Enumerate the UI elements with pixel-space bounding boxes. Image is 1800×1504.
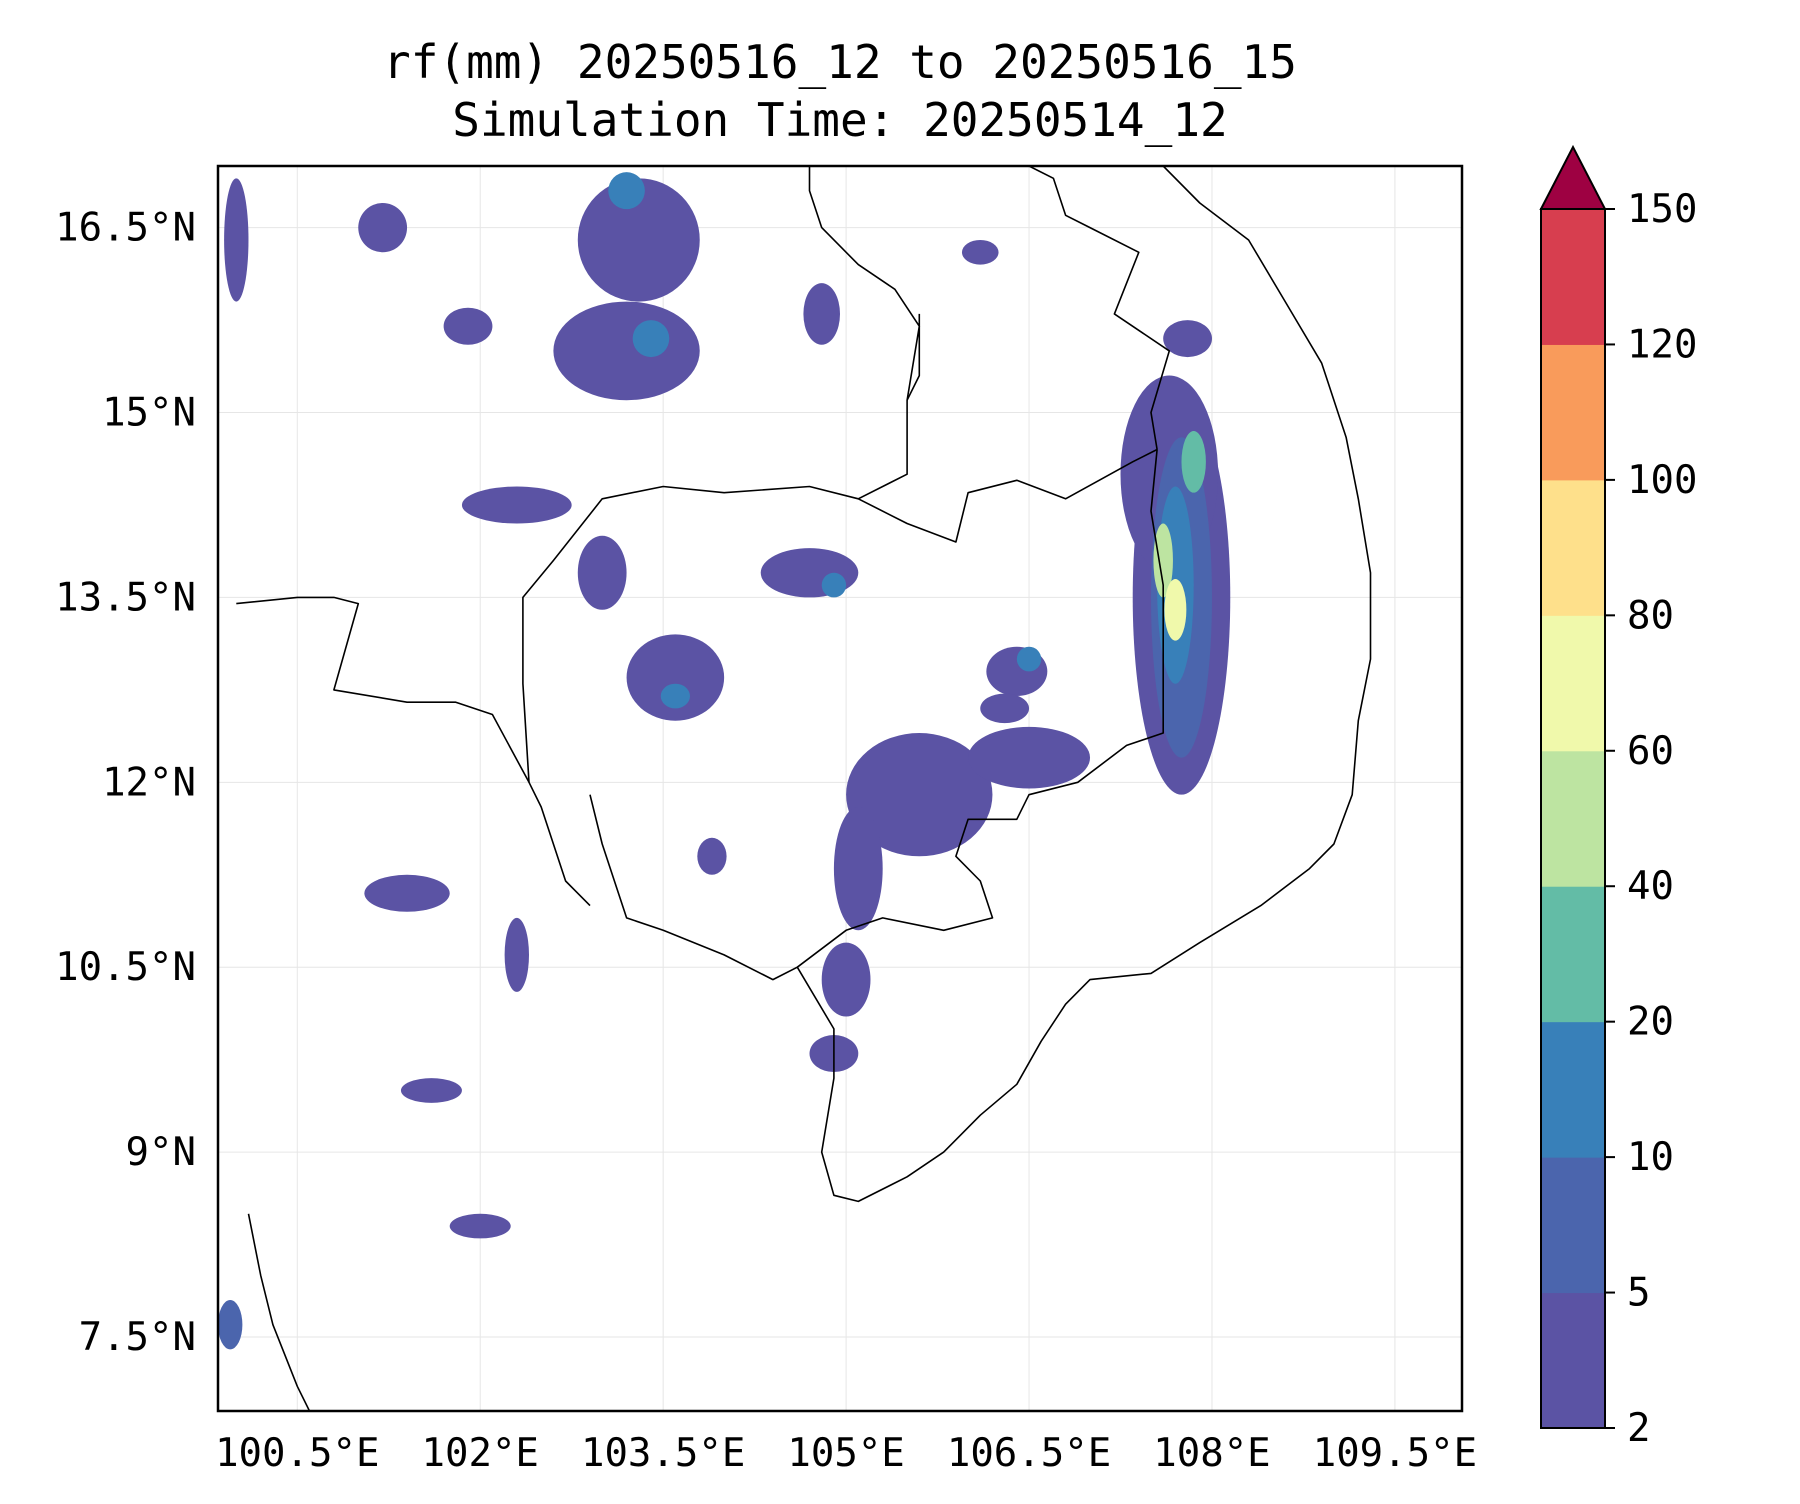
colorbar-segment xyxy=(1541,615,1605,752)
rain-area xyxy=(660,683,690,709)
title-line-2: Simulation Time: 20250514_12 xyxy=(452,93,1227,147)
rain-area xyxy=(968,726,1091,789)
colorbar-tick-label: 100 xyxy=(1627,458,1697,503)
colorbar-segment xyxy=(1541,750,1605,887)
colorbar-tick-label: 20 xyxy=(1627,1000,1674,1045)
colorbar: 2 5 10 20 40 60 80 100 120 150 xyxy=(1539,144,1697,1451)
rain-area xyxy=(577,535,627,610)
rain-area xyxy=(358,202,408,253)
colorbar-tick-label: 40 xyxy=(1627,864,1674,909)
x-tick-label: 105°E xyxy=(787,1431,904,1476)
colorbar-tick-label: 150 xyxy=(1627,187,1697,232)
rain-area xyxy=(1153,523,1173,598)
colorbar-segment xyxy=(1541,479,1605,616)
longitude-ticks: 100.5°E 102°E 103.5°E 105°E 106.5°E 108°E 109.… xyxy=(215,1431,1477,1476)
colorbar-tick-label: 120 xyxy=(1627,322,1697,367)
rain-area xyxy=(224,178,249,302)
rain-area xyxy=(577,178,700,302)
colorbar-segment xyxy=(1541,1292,1605,1429)
rain-area xyxy=(608,172,645,210)
rain-area xyxy=(980,693,1030,724)
border-line xyxy=(796,449,1164,968)
rain-area xyxy=(1181,431,1206,493)
rain-area xyxy=(1164,578,1187,641)
colorbar-tick-label: 5 xyxy=(1627,1271,1650,1316)
colorbar-segment xyxy=(1541,209,1605,345)
colorbar-segment xyxy=(1541,886,1605,1023)
colorbar-segment xyxy=(1541,1157,1605,1294)
rain-area xyxy=(833,806,883,931)
rain-area xyxy=(626,634,725,721)
colorbar-extend-arrow xyxy=(1539,144,1607,210)
x-tick-label: 102°E xyxy=(422,1431,539,1476)
rain-area xyxy=(821,572,847,598)
border-line xyxy=(808,166,921,500)
y-tick-label: 15°N xyxy=(102,391,196,436)
rain-area xyxy=(1163,320,1212,358)
map-background xyxy=(218,166,1462,1411)
rain-area xyxy=(697,837,727,875)
title-line-1: rf(mm) 20250516_12 to 20250516_15 xyxy=(383,35,1297,89)
x-tick-label: 109.5°E xyxy=(1313,1431,1477,1476)
latitude-ticks: 16.5°N 15°N 13.5°N 12°N 10.5°N 9°N 7.5°N xyxy=(55,206,196,1360)
border-line xyxy=(589,166,1372,1203)
y-tick-label: 13.5°N xyxy=(55,575,196,620)
y-tick-label: 7.5°N xyxy=(79,1315,196,1360)
border-line xyxy=(1028,166,1171,450)
rain-area xyxy=(803,283,840,345)
rainfall-layer xyxy=(218,172,1231,1350)
border-line xyxy=(906,313,921,401)
colorbar-frame xyxy=(1540,208,1606,1429)
x-tick-label: 100.5°E xyxy=(215,1431,379,1476)
rain-area xyxy=(443,307,493,345)
rain-area xyxy=(218,1300,243,1350)
colorbar-tick-label: 80 xyxy=(1627,593,1674,638)
border-line xyxy=(522,448,1158,783)
rain-area xyxy=(846,733,993,857)
rain-area xyxy=(961,239,999,265)
colorbar-tick-label: 10 xyxy=(1627,1135,1674,1180)
colorbar-tick-label: 60 xyxy=(1627,729,1674,774)
map-frame xyxy=(216,164,1464,1413)
border-line xyxy=(236,596,591,907)
colorbar-segment xyxy=(1541,344,1605,481)
rain-area xyxy=(400,1078,462,1103)
gridlines xyxy=(218,166,1462,1411)
y-tick-label: 10.5°N xyxy=(55,945,196,990)
rain-area xyxy=(1016,646,1042,672)
rain-area xyxy=(364,874,450,912)
x-tick-label: 106.5°E xyxy=(947,1431,1111,1476)
x-tick-label: 108°E xyxy=(1153,1431,1270,1476)
map-panel: 100.5°E 102°E 103.5°E 105°E 106.5°E 108°E 109.… xyxy=(55,164,1477,1476)
rain-area xyxy=(504,917,529,992)
border-line xyxy=(247,1213,311,1411)
rain-area xyxy=(461,486,572,524)
colorbar-tick-label: 2 xyxy=(1627,1406,1650,1451)
rain-area xyxy=(449,1213,511,1239)
rain-area xyxy=(553,301,700,401)
y-tick-label: 16.5°N xyxy=(55,206,196,251)
y-tick-label: 9°N xyxy=(126,1130,196,1175)
coastlines-and-borders xyxy=(236,166,1372,1411)
x-tick-label: 103.5°E xyxy=(581,1431,745,1476)
y-tick-label: 12°N xyxy=(102,760,196,805)
rain-area xyxy=(632,320,670,358)
rain-area xyxy=(821,942,871,1017)
colorbar-segment xyxy=(1541,1021,1605,1158)
